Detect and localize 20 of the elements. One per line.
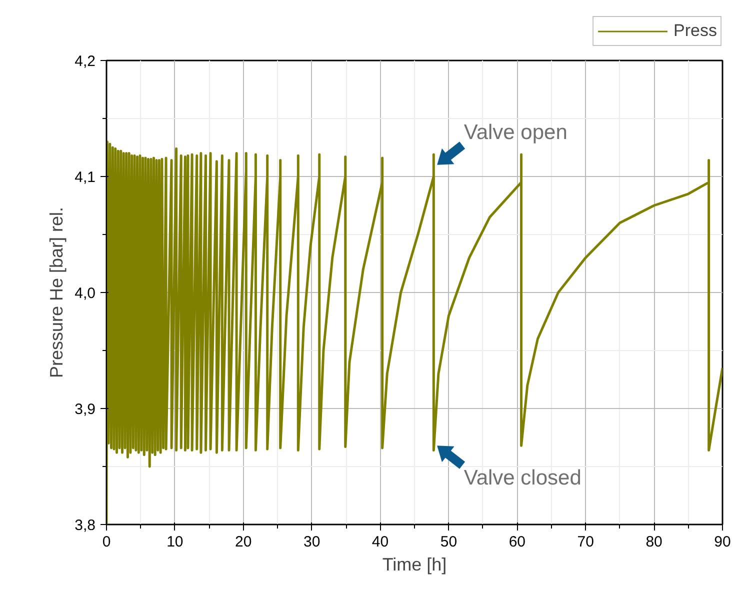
annotation: Valve open <box>464 120 568 144</box>
x-tick-label: 50 <box>440 534 458 550</box>
y-tick-label: 4,2 <box>74 53 96 70</box>
annotation: Valve closed <box>464 466 582 490</box>
x-tick-label: 30 <box>303 534 320 550</box>
x-tick-label: 90 <box>714 534 731 550</box>
y-tick-label: 3,9 <box>74 401 96 418</box>
x-axis-title: Time [h] <box>382 554 447 574</box>
x-tick-label: 80 <box>646 534 662 550</box>
x-tick-label: 0 <box>102 534 111 550</box>
x-tick-label: 20 <box>235 534 252 550</box>
legend-label: Press <box>674 21 717 41</box>
x-tick-label: 10 <box>166 534 184 550</box>
x-tick-label: 60 <box>508 534 526 550</box>
y-axis-title: Pressure He [bar] rel. <box>46 206 67 378</box>
x-tick-label: 40 <box>372 534 389 550</box>
y-tick-label: 4,1 <box>74 169 96 186</box>
x-tick-label: 70 <box>577 534 594 550</box>
y-tick-label: 4,0 <box>74 285 96 302</box>
y-tick-label: 3,8 <box>74 517 96 534</box>
